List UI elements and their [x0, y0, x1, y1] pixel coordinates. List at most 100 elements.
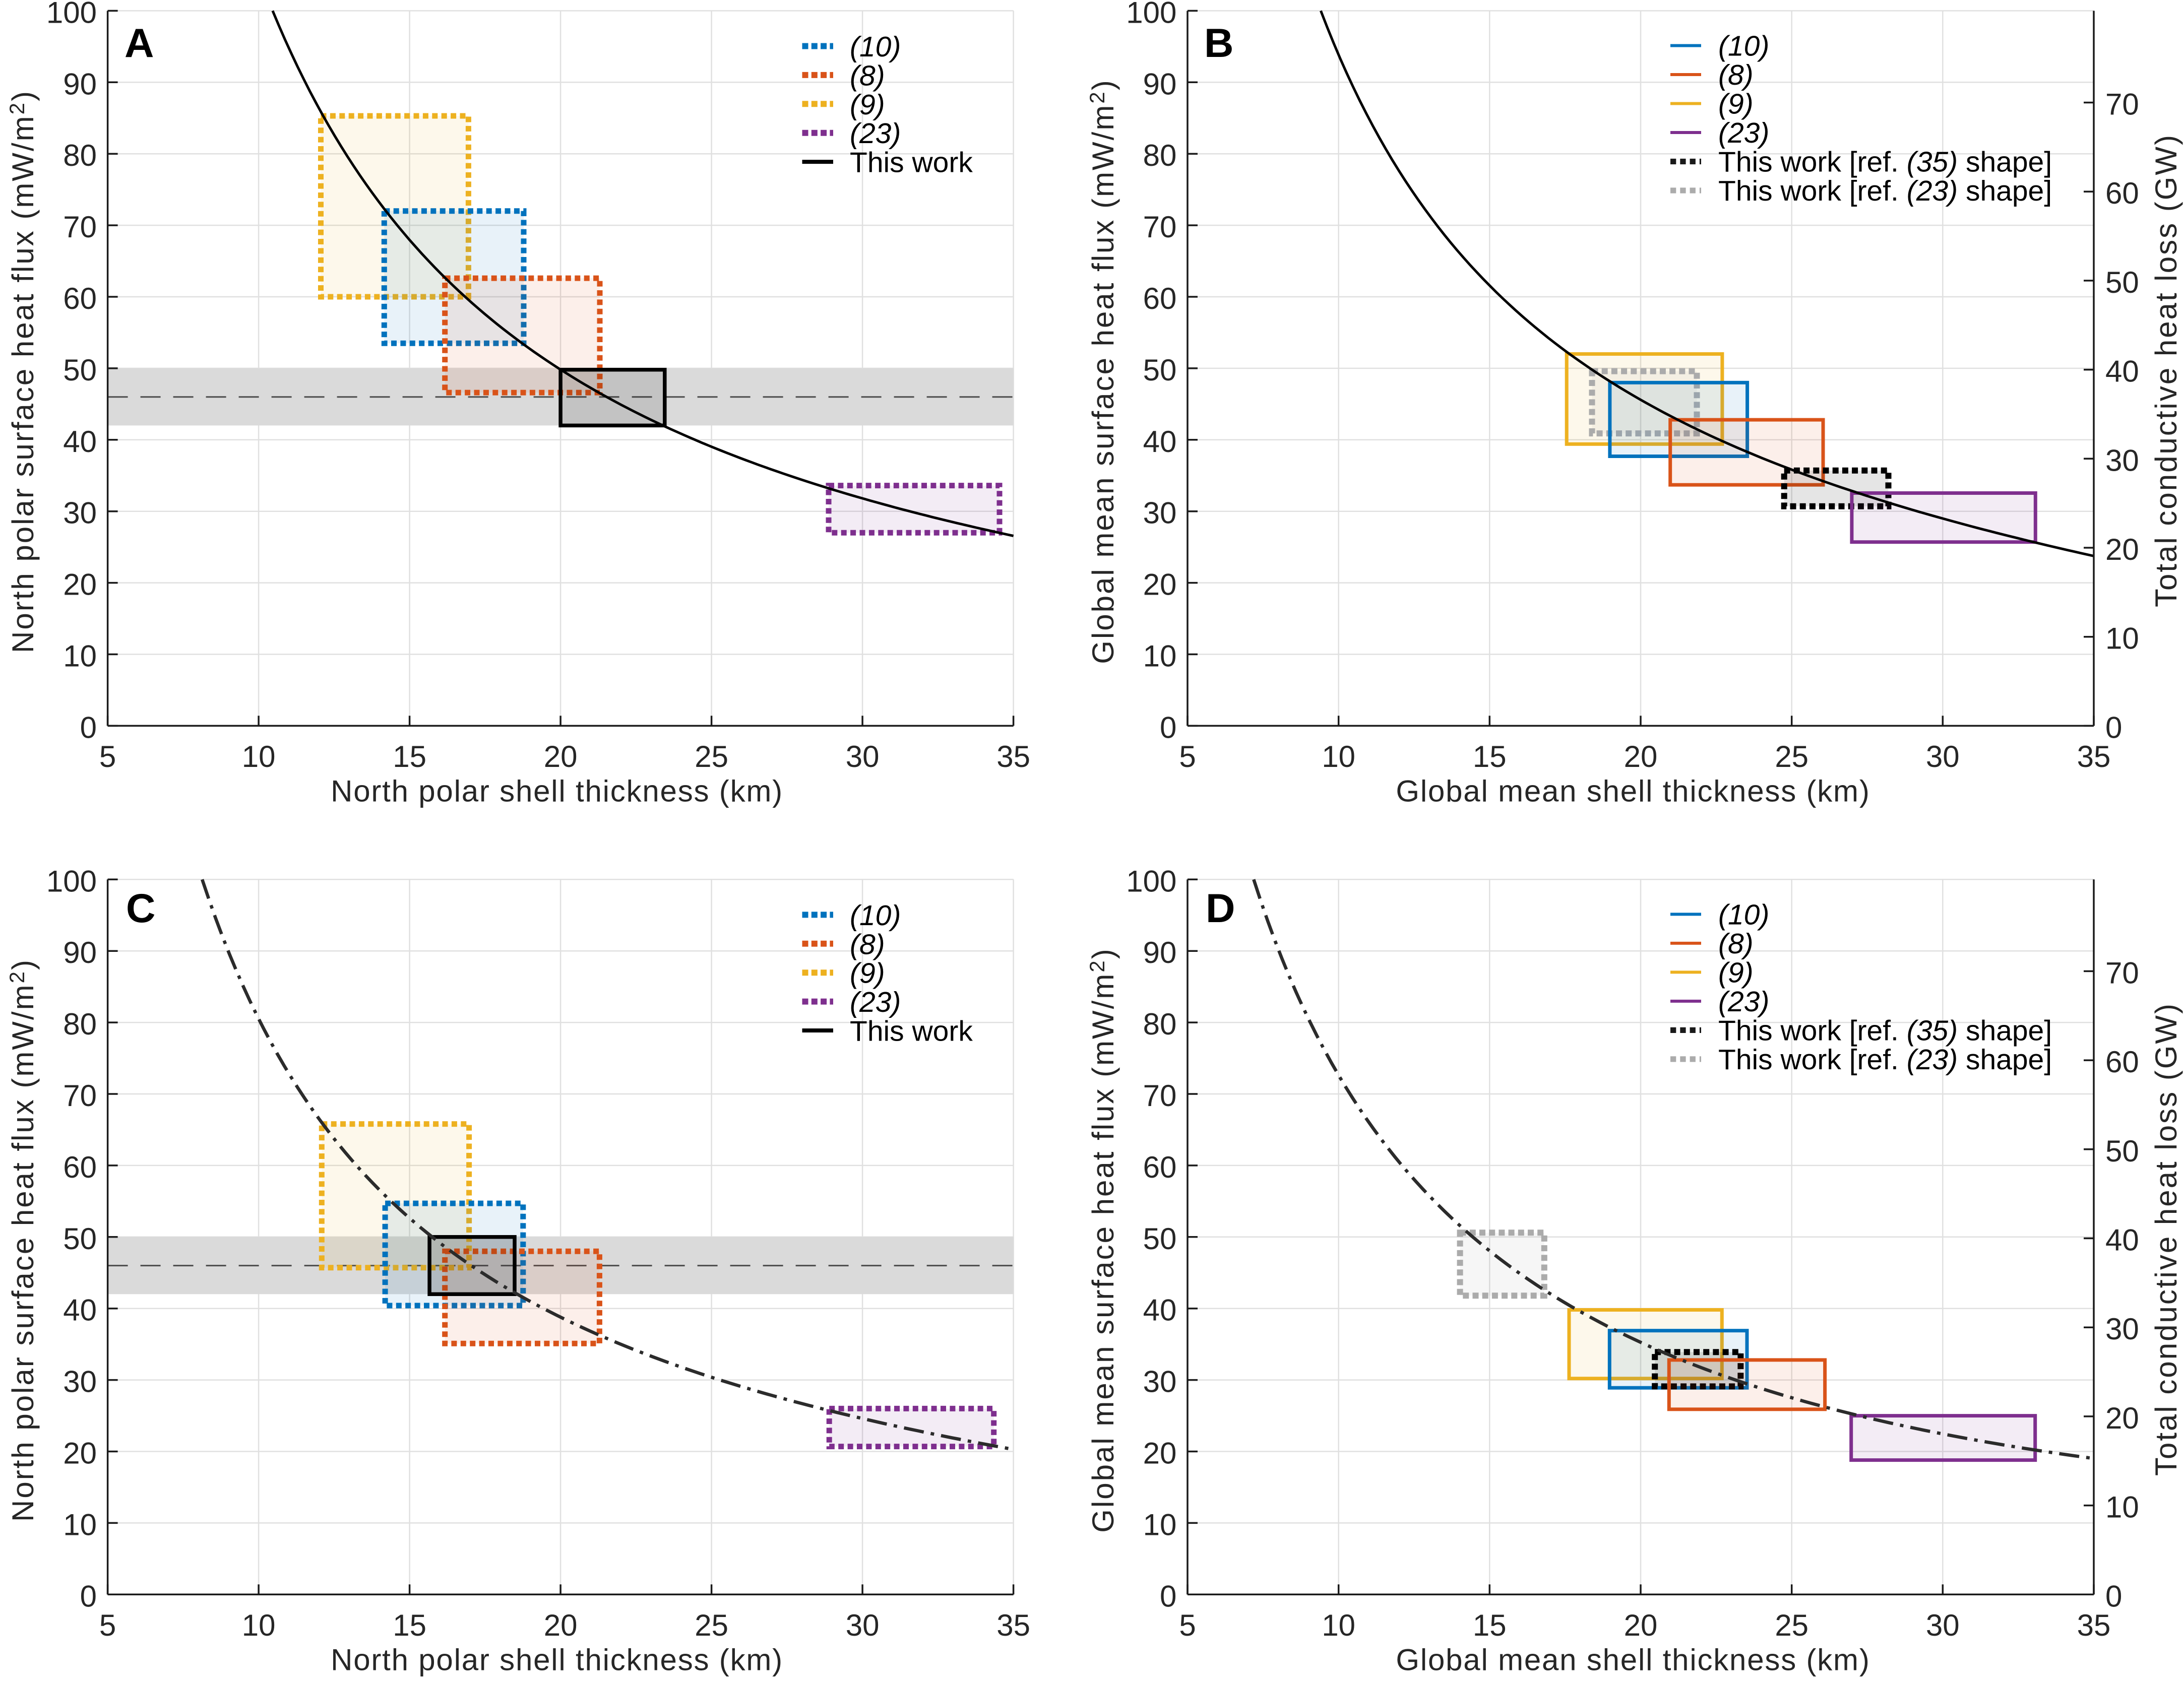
svg-text:70: 70 — [1143, 210, 1177, 244]
svg-text:0: 0 — [2105, 710, 2122, 744]
svg-text:35: 35 — [996, 740, 1030, 773]
svg-text:20: 20 — [2105, 533, 2139, 566]
svg-text:40: 40 — [63, 425, 97, 459]
svg-text:15: 15 — [393, 1608, 426, 1642]
svg-text:60: 60 — [2105, 1045, 2139, 1079]
svg-text:20: 20 — [544, 740, 578, 773]
svg-text:100: 100 — [1126, 0, 1176, 29]
svg-text:This work [ref. (35) shape]: This work [ref. (35) shape] — [1718, 146, 2052, 178]
svg-text:90: 90 — [1143, 936, 1177, 969]
svg-text:(10): (10) — [1718, 898, 1769, 931]
svg-text:60: 60 — [63, 282, 97, 315]
svg-text:35: 35 — [2077, 740, 2111, 773]
svg-text:100: 100 — [46, 864, 97, 898]
svg-text:40: 40 — [1143, 425, 1177, 459]
svg-text:0: 0 — [80, 710, 97, 744]
svg-text:60: 60 — [1143, 282, 1177, 315]
svg-text:10: 10 — [1322, 740, 1355, 773]
svg-text:100: 100 — [46, 0, 97, 29]
svg-text:D: D — [1206, 886, 1235, 931]
svg-text:30: 30 — [63, 1365, 97, 1399]
svg-text:(8): (8) — [850, 928, 885, 960]
svg-text:5: 5 — [1179, 1608, 1196, 1642]
svg-text:90: 90 — [1143, 67, 1177, 101]
svg-text:30: 30 — [846, 1608, 880, 1642]
svg-text:70: 70 — [2105, 88, 2139, 121]
svg-text:35: 35 — [2077, 1608, 2111, 1642]
svg-text:This work [ref. (35) shape]: This work [ref. (35) shape] — [1718, 1014, 2052, 1047]
svg-text:20: 20 — [63, 568, 97, 602]
svg-text:This work: This work — [850, 1015, 973, 1048]
svg-text:25: 25 — [1775, 1608, 1808, 1642]
svg-text:North polar shell thickness (k: North polar shell thickness (km) — [331, 774, 783, 808]
svg-text:70: 70 — [2105, 956, 2139, 990]
svg-text:60: 60 — [2105, 176, 2139, 210]
svg-text:30: 30 — [2105, 443, 2139, 477]
svg-text:30: 30 — [1143, 496, 1177, 530]
svg-text:50: 50 — [2105, 266, 2139, 299]
svg-text:(9): (9) — [1718, 88, 1754, 120]
svg-text:80: 80 — [1143, 139, 1177, 172]
svg-text:(23): (23) — [850, 986, 901, 1018]
svg-text:20: 20 — [1143, 1437, 1177, 1470]
svg-text:This work [ref. (23) shape]: This work [ref. (23) shape] — [1718, 175, 2052, 207]
svg-text:10: 10 — [63, 639, 97, 673]
svg-text:80: 80 — [63, 1007, 97, 1041]
svg-text:30: 30 — [846, 740, 880, 773]
svg-text:(23): (23) — [1718, 117, 1769, 149]
svg-text:(23): (23) — [850, 117, 901, 150]
svg-text:30: 30 — [2105, 1312, 2139, 1346]
svg-text:35: 35 — [996, 1608, 1030, 1642]
svg-text:80: 80 — [1143, 1007, 1177, 1041]
svg-text:Global mean shell thickness (k: Global mean shell thickness (km) — [1396, 1643, 1870, 1677]
svg-text:(9): (9) — [850, 89, 885, 121]
svg-text:50: 50 — [63, 1222, 97, 1256]
svg-text:North polar shell thickness (k: North polar shell thickness (km) — [331, 1643, 783, 1677]
svg-text:B: B — [1204, 21, 1234, 66]
svg-text:(9): (9) — [850, 957, 885, 990]
svg-text:10: 10 — [2105, 622, 2139, 656]
svg-text:A: A — [124, 21, 154, 66]
svg-text:30: 30 — [63, 496, 97, 530]
svg-text:40: 40 — [2105, 355, 2139, 389]
svg-text:Total conductive heat loss (GW: Total conductive heat loss (GW) — [2149, 134, 2183, 607]
svg-text:(10): (10) — [850, 899, 901, 932]
svg-text:(8): (8) — [850, 59, 885, 92]
svg-text:50: 50 — [1143, 353, 1177, 387]
svg-text:5: 5 — [99, 740, 116, 773]
svg-text:5: 5 — [99, 1608, 116, 1642]
svg-text:30: 30 — [1926, 740, 1960, 773]
svg-text:0: 0 — [1160, 710, 1176, 744]
svg-text:Global mean shell thickness (k: Global mean shell thickness (km) — [1396, 774, 1870, 808]
svg-text:30: 30 — [1926, 1608, 1960, 1642]
svg-text:(8): (8) — [1718, 928, 1754, 960]
svg-text:70: 70 — [63, 210, 97, 244]
svg-text:0: 0 — [1160, 1579, 1176, 1613]
svg-text:60: 60 — [1143, 1150, 1177, 1184]
svg-text:This work: This work — [850, 147, 973, 179]
svg-text:30: 30 — [1143, 1365, 1177, 1399]
svg-text:20: 20 — [544, 1608, 578, 1642]
svg-text:Total conductive heat loss (GW: Total conductive heat loss (GW) — [2149, 1002, 2183, 1476]
svg-text:80: 80 — [63, 139, 97, 172]
svg-text:10: 10 — [1143, 639, 1177, 673]
svg-text:C: C — [126, 886, 156, 931]
svg-text:(9): (9) — [1718, 956, 1754, 989]
svg-text:15: 15 — [1473, 1608, 1507, 1642]
svg-text:25: 25 — [695, 740, 728, 773]
svg-text:100: 100 — [1126, 864, 1176, 898]
svg-text:(8): (8) — [1718, 59, 1754, 91]
svg-text:40: 40 — [2105, 1223, 2139, 1257]
svg-text:10: 10 — [1322, 1608, 1355, 1642]
svg-text:(23): (23) — [1718, 986, 1769, 1018]
svg-text:This work [ref. (23) shape]: This work [ref. (23) shape] — [1718, 1044, 2052, 1076]
svg-text:20: 20 — [2105, 1401, 2139, 1435]
svg-text:North polar surface heat flux: North polar surface heat flux (mW/m2) — [5, 958, 40, 1522]
svg-text:50: 50 — [63, 353, 97, 387]
svg-text:10: 10 — [1143, 1508, 1177, 1541]
svg-text:50: 50 — [2105, 1134, 2139, 1168]
svg-text:20: 20 — [1143, 568, 1177, 602]
svg-text:20: 20 — [1624, 740, 1658, 773]
svg-text:10: 10 — [242, 1608, 276, 1642]
svg-text:40: 40 — [1143, 1293, 1177, 1327]
